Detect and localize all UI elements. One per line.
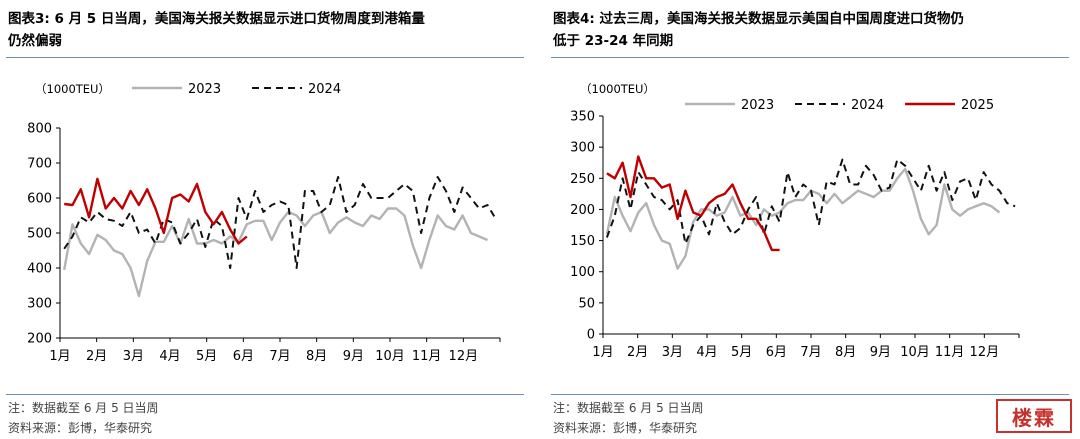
x-tick-label: 7月 — [800, 345, 821, 360]
chart-source: 资料来源：彭博，华泰研究 — [553, 421, 698, 435]
y-tick-label: 300 — [570, 141, 595, 156]
chart-note: 注：数据截至 6 月 5 日当周 — [553, 401, 704, 415]
y-tick-label: 400 — [27, 262, 52, 277]
legend-label: 2024 — [308, 82, 341, 97]
series-line-2023 — [605, 167, 1001, 270]
chart-title-line2: 低于 23-24 年同期 — [553, 33, 674, 49]
x-tick-label: 3月 — [662, 345, 683, 360]
x-tick-label: 12月 — [449, 349, 479, 364]
x-tick-label: 9月 — [870, 345, 891, 360]
x-tick-label: 9月 — [343, 349, 364, 364]
title-divider — [6, 57, 524, 58]
chart-note: 注：数据截至 6 月 5 日当周 — [8, 401, 159, 415]
x-tick-label: 6月 — [233, 349, 254, 364]
x-tick-label: 1月 — [592, 345, 613, 360]
footer-divider — [551, 394, 1069, 395]
x-tick-label: 4月 — [159, 349, 180, 364]
y-tick-label: 50 — [578, 296, 595, 311]
x-tick-label: 10月 — [900, 345, 930, 360]
x-tick-label: 8月 — [835, 345, 856, 360]
y-unit-label: （1000TEU） — [580, 82, 655, 96]
y-tick-label: 100 — [570, 265, 595, 280]
chart-left-svg: （1000TEU） 200 300 400 500 600 700 800 1月 2月 3月 4月 5月… — [27, 82, 501, 364]
x-tick-label: 7月 — [269, 349, 290, 364]
x-tick-label: 5月 — [731, 345, 752, 360]
x-tick-label: 12月 — [970, 345, 1000, 360]
x-tick-label: 4月 — [696, 345, 717, 360]
y-tick-label: 700 — [27, 157, 52, 172]
series-line-2025 — [606, 155, 780, 252]
series-line-2024 — [63, 176, 497, 269]
x-tick-label: 2月 — [627, 345, 648, 360]
chart-panel-right: 图表4: 过去三周，美国海关报关数据显示美国自中国周度进口货物仍 低于 23-2… — [545, 0, 1080, 439]
y-tick-label: 800 — [27, 122, 52, 137]
y-tick-label: 600 — [27, 192, 52, 207]
series-line-2024 — [605, 158, 1016, 245]
legend-label: 2023 — [741, 98, 774, 113]
legend-label: 2025 — [961, 98, 994, 113]
y-tick-label: 0 — [587, 328, 595, 343]
chart-source: 资料来源：彭博，华泰研究 — [8, 421, 153, 435]
y-tick-label: 350 — [570, 110, 595, 125]
x-tick-label: 3月 — [123, 349, 144, 364]
footer-divider — [6, 394, 524, 395]
chart-title-line1: 图表3: 6 月 5 日当周，美国海关报关数据显示进口货物周度到港箱量 — [8, 11, 425, 27]
y-tick-label: 250 — [570, 172, 595, 187]
x-tick-label: 8月 — [306, 349, 327, 364]
y-tick-label: 500 — [27, 227, 52, 242]
chart-panel-left: 图表3: 6 月 5 日当周，美国海关报关数据显示进口货物周度到港箱量 仍然偏弱… — [0, 0, 535, 439]
chart-title-left: 图表3: 6 月 5 日当周，美国海关报关数据显示进口货物周度到港箱量 仍然偏弱 — [8, 8, 523, 52]
x-tick-label: 5月 — [196, 349, 217, 364]
x-tick-label: 6月 — [766, 345, 787, 360]
chart-right-svg: （1000TEU） 0 50 100 150 200 250 300 350 1月 2月 3月 4月 5月… — [570, 82, 1020, 360]
chart-title-line2: 仍然偏弱 — [8, 33, 62, 49]
x-tick-label: 11月 — [935, 345, 965, 360]
series-line-2023 — [63, 207, 488, 298]
x-tick-label: 2月 — [86, 349, 107, 364]
y-tick-label: 150 — [570, 234, 595, 249]
legend-label: 2024 — [851, 98, 884, 113]
series-line-red — [64, 177, 248, 245]
x-tick-label: 1月 — [49, 349, 70, 364]
y-tick-label: 200 — [570, 203, 595, 218]
y-tick-label: 300 — [27, 297, 52, 312]
title-divider — [551, 57, 1069, 58]
y-tick-label: 200 — [27, 332, 52, 347]
chart-title-line1: 图表4: 过去三周，美国海关报关数据显示美国自中国周度进口货物仍 — [553, 11, 964, 27]
x-tick-label: 11月 — [412, 349, 442, 364]
x-tick-label: 10月 — [375, 349, 405, 364]
chart-title-right: 图表4: 过去三周，美国海关报关数据显示美国自中国周度进口货物仍 低于 23-2… — [553, 8, 1068, 52]
y-unit-label: （1000TEU） — [35, 82, 110, 96]
watermark-stamp: 楼霖 — [996, 399, 1072, 433]
legend-label: 2023 — [188, 82, 221, 97]
